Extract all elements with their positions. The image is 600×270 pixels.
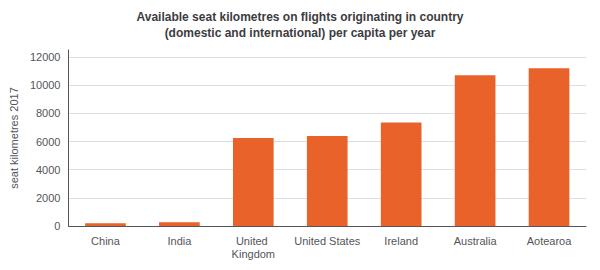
svg-text:10000: 10000 bbox=[30, 79, 61, 91]
svg-text:(domestic and international) p: (domestic and international) per capita … bbox=[165, 26, 436, 40]
svg-text:2000: 2000 bbox=[36, 192, 60, 204]
svg-text:Australia: Australia bbox=[454, 235, 498, 247]
svg-text:8000: 8000 bbox=[36, 107, 60, 119]
svg-text:India: India bbox=[167, 235, 192, 247]
svg-text:United States: United States bbox=[294, 235, 361, 247]
svg-text:0: 0 bbox=[54, 220, 60, 232]
svg-text:China: China bbox=[91, 235, 121, 247]
svg-text:seat kilometres 2017: seat kilometres 2017 bbox=[8, 87, 20, 189]
svg-text:6000: 6000 bbox=[36, 136, 60, 148]
svg-text:4000: 4000 bbox=[36, 164, 60, 176]
svg-text:United: United bbox=[236, 235, 271, 247]
svg-text:12000: 12000 bbox=[30, 51, 61, 63]
svg-text:Ireland: Ireland bbox=[384, 235, 418, 247]
svg-text:Aotearoa: Aotearoa bbox=[527, 235, 573, 247]
svg-text:Available seat kilometres on f: Available seat kilometres on flights ori… bbox=[137, 10, 464, 24]
svg-text:Kingdom: Kingdom bbox=[232, 248, 275, 260]
